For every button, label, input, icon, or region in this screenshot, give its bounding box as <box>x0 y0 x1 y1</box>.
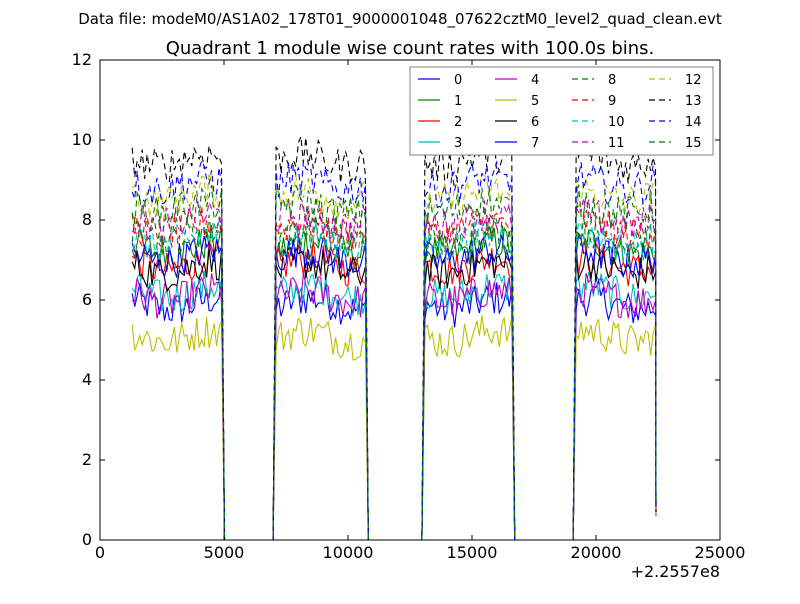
legend-label-9: 9 <box>608 94 616 109</box>
legend-label-5: 5 <box>531 94 539 109</box>
legend-label-4: 4 <box>531 73 539 88</box>
series-line-5 <box>131 315 657 541</box>
series-line-2 <box>131 238 657 541</box>
legend-label-12: 12 <box>685 73 702 88</box>
legend-label-6: 6 <box>531 115 539 130</box>
x-tick-label: 15000 <box>447 543 498 562</box>
x-tick-label: 20000 <box>571 543 622 562</box>
y-tick-label: 2 <box>82 450 92 469</box>
legend-label-7: 7 <box>531 136 539 151</box>
legend-label-0: 0 <box>454 73 462 88</box>
figure-suptitle: Data file: modeM0/AS1A02_178T01_90000010… <box>78 10 722 29</box>
series-line-12 <box>131 172 657 541</box>
legend-label-1: 1 <box>454 94 462 109</box>
legend-label-14: 14 <box>685 115 702 130</box>
y-tick-label: 4 <box>82 370 92 389</box>
legend-box <box>409 66 714 156</box>
plot-lines <box>131 136 657 541</box>
series-line-6 <box>131 246 657 541</box>
y-tick-label: 10 <box>72 130 92 149</box>
series-line-1 <box>131 224 657 541</box>
legend-label-11: 11 <box>608 136 625 151</box>
legend-label-8: 8 <box>608 73 616 88</box>
series-line-3 <box>131 269 657 541</box>
series-line-4 <box>131 272 657 541</box>
legend-label-3: 3 <box>454 136 462 151</box>
y-tick-label: 8 <box>82 210 92 229</box>
x-tick-label: 0 <box>95 543 105 562</box>
legend-label-10: 10 <box>608 115 625 130</box>
x-tick-label: 10000 <box>323 543 374 562</box>
x-offset-label: +2.2557e8 <box>631 562 720 581</box>
legend-label-2: 2 <box>454 115 462 130</box>
y-tick-label: 0 <box>82 530 92 549</box>
series-line-10 <box>131 216 657 541</box>
legend-label-15: 15 <box>685 136 702 151</box>
chart-title: Quadrant 1 module wise count rates with … <box>166 38 655 59</box>
y-tick-label: 12 <box>72 50 92 69</box>
series-line-0 <box>131 278 657 541</box>
x-tick-label: 25000 <box>695 543 746 562</box>
series-line-14 <box>131 159 657 541</box>
legend-label-13: 13 <box>685 94 702 109</box>
y-tick-label: 6 <box>82 290 92 309</box>
x-tick-label: 5000 <box>204 543 245 562</box>
